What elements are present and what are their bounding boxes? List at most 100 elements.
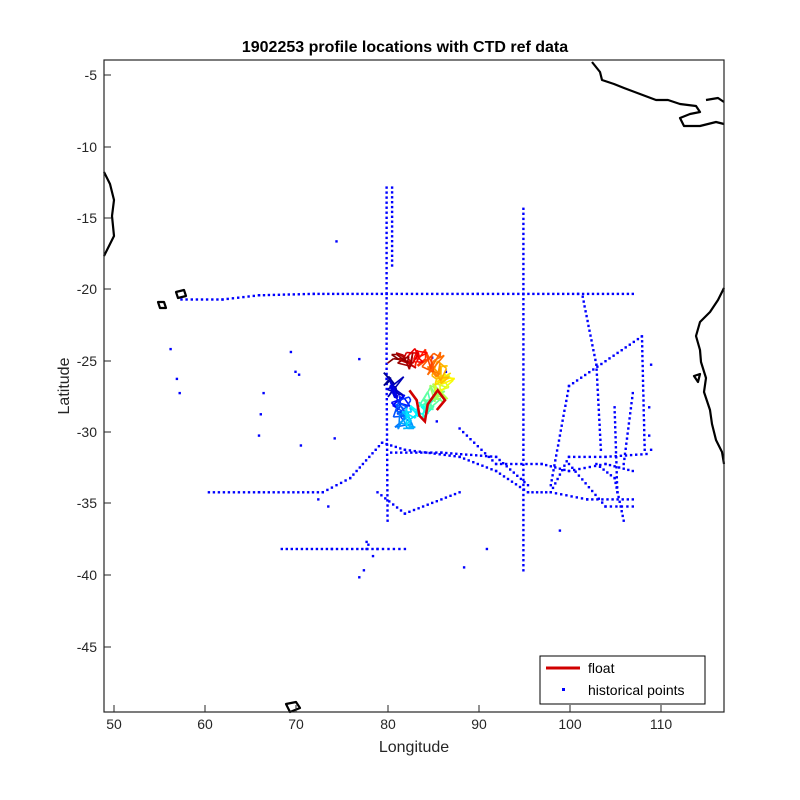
historical-point xyxy=(614,431,617,434)
historical-point xyxy=(385,191,388,194)
historical-point xyxy=(627,468,630,472)
historical-point xyxy=(494,469,498,473)
historical-point xyxy=(465,453,468,456)
historical-point xyxy=(526,491,530,494)
historical-point xyxy=(600,362,603,366)
float-track-segment xyxy=(411,352,420,365)
historical-point xyxy=(385,387,388,391)
historical-point xyxy=(344,479,347,482)
float-track-segment xyxy=(414,362,417,367)
historical-point xyxy=(640,453,643,456)
historical-point xyxy=(522,528,525,532)
historical-point xyxy=(599,463,602,467)
historical-point xyxy=(586,498,589,501)
historical-point xyxy=(588,371,591,374)
historical-point xyxy=(597,497,600,500)
historical-point xyxy=(386,509,389,512)
historical-point xyxy=(315,547,319,551)
float-track-segment xyxy=(433,352,441,358)
historical-point xyxy=(413,449,416,453)
historical-point xyxy=(571,382,575,385)
historical-point xyxy=(522,212,525,215)
historical-point xyxy=(390,264,394,267)
historical-point xyxy=(386,514,389,517)
historical-point xyxy=(190,298,193,301)
historical-point xyxy=(615,476,618,479)
historical-point xyxy=(326,488,329,492)
historical-point xyxy=(456,292,459,296)
x-tick-label: 80 xyxy=(380,716,396,732)
historical-point xyxy=(614,481,617,485)
historical-point xyxy=(642,394,645,397)
historical-point xyxy=(381,547,385,551)
historical-point xyxy=(641,350,644,353)
historical-point xyxy=(599,448,603,451)
historical-point xyxy=(431,292,434,296)
historical-point xyxy=(259,413,262,416)
historical-point xyxy=(175,377,179,381)
historical-point xyxy=(440,451,443,454)
historical-point xyxy=(322,292,325,296)
historical-point xyxy=(385,312,388,315)
historical-point xyxy=(549,465,552,468)
historical-point xyxy=(472,461,475,464)
historical-point xyxy=(385,347,388,350)
historical-point xyxy=(606,471,609,474)
historical-point xyxy=(522,378,525,381)
historical-point xyxy=(436,292,439,296)
historical-point xyxy=(385,206,388,209)
historical-point xyxy=(460,453,463,456)
historical-point xyxy=(405,451,408,454)
historical-point xyxy=(262,391,265,395)
historical-point xyxy=(554,482,557,485)
historical-point xyxy=(444,370,448,373)
historical-point xyxy=(428,451,431,455)
historical-point xyxy=(591,498,594,501)
float-track-segment xyxy=(426,390,430,395)
historical-point xyxy=(554,466,557,469)
historical-point xyxy=(522,554,525,557)
historical-point xyxy=(385,231,388,235)
historical-point xyxy=(385,342,388,345)
historical-point xyxy=(267,293,271,297)
float-track-segment xyxy=(429,385,436,403)
historical-point xyxy=(386,468,389,472)
historical-point xyxy=(519,477,523,481)
historical-point xyxy=(285,547,288,551)
float-track-segment xyxy=(431,375,437,380)
historical-point xyxy=(565,399,568,403)
historical-point xyxy=(385,392,388,396)
historical-point xyxy=(386,479,389,482)
historical-point xyxy=(641,359,644,363)
historical-point xyxy=(614,436,617,439)
historical-point xyxy=(292,491,295,494)
historical-point xyxy=(410,292,414,296)
historical-point xyxy=(169,347,172,351)
historical-point xyxy=(522,488,526,491)
historical-point xyxy=(570,495,573,498)
historical-point xyxy=(390,444,393,447)
historical-point xyxy=(349,476,352,480)
historical-point xyxy=(385,261,388,265)
historical-point xyxy=(522,388,525,391)
historical-point xyxy=(551,474,554,477)
historical-point xyxy=(625,437,629,440)
historical-point xyxy=(602,468,605,471)
float-track-segment xyxy=(410,353,414,367)
historical-point xyxy=(211,298,214,301)
historical-point xyxy=(385,403,388,406)
historical-point xyxy=(613,465,616,468)
historical-point xyxy=(330,547,334,551)
historical-point xyxy=(556,477,559,481)
historical-point xyxy=(405,292,409,296)
historical-point xyxy=(632,340,635,344)
historical-point xyxy=(277,293,281,296)
historical-point xyxy=(522,428,525,431)
y-axis-title: Latitude xyxy=(56,357,73,414)
historical-point xyxy=(522,448,525,451)
historical-point xyxy=(527,292,530,296)
historical-point xyxy=(601,292,605,296)
historical-point xyxy=(386,489,389,492)
float-track-segment xyxy=(396,396,410,402)
historical-point xyxy=(385,186,388,189)
